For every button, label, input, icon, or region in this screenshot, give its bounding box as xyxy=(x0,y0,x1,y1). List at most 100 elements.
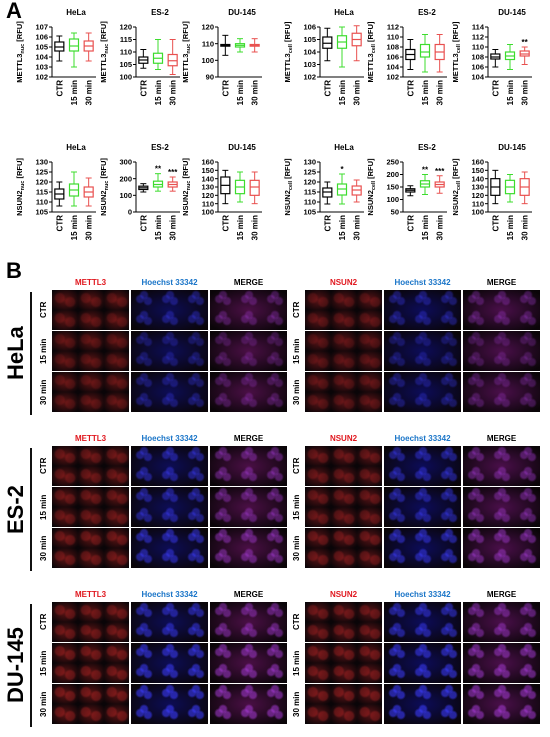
y-tick-label: 102 xyxy=(35,73,48,82)
y-tick-label: 107 xyxy=(35,23,48,32)
micrograph-image xyxy=(384,602,461,642)
y-tick-label: 110 xyxy=(387,33,399,42)
y-axis-label: METTL3cell [RFU] xyxy=(451,21,462,82)
condition-label: 15 min xyxy=(292,650,301,676)
plot-title: DU-145 xyxy=(228,8,256,17)
y-tick-label: 120 xyxy=(303,178,316,187)
condition-label: CTR xyxy=(292,613,301,631)
plot-title: ES-2 xyxy=(418,8,436,17)
x-tick-label: 30 min xyxy=(251,80,260,105)
micrograph-image xyxy=(210,372,287,412)
y-axis-label: METTL3nuc [RFU] xyxy=(181,21,192,83)
y-tick-label: 106 xyxy=(471,63,484,72)
y-tick-label: 104 xyxy=(303,48,316,57)
significance-marker: *** xyxy=(168,168,178,177)
y-tick-label: 100 xyxy=(119,191,132,200)
micrograph-image xyxy=(384,487,461,527)
y-tick-label: 100 xyxy=(471,208,484,217)
y-tick-label: 130 xyxy=(471,183,484,192)
y-tick-label: 300 xyxy=(119,158,132,167)
condition-label: 15 min xyxy=(39,338,48,364)
y-tick-label: 125 xyxy=(303,168,316,177)
condition-label: 30 min xyxy=(39,379,48,405)
y-tick-label: 110 xyxy=(202,199,214,208)
y-tick-label: 125 xyxy=(35,168,48,177)
significance-marker: ** xyxy=(422,166,429,175)
y-tick-label: 100 xyxy=(201,208,214,217)
y-tick-label: 104 xyxy=(386,63,399,72)
micrograph-image xyxy=(52,528,129,568)
y-tick-label: 120 xyxy=(201,23,214,32)
y-tick-label: 110 xyxy=(202,39,214,48)
x-tick-label: 15 min xyxy=(506,80,515,105)
micrograph-image xyxy=(210,446,287,486)
condition-label: CTR xyxy=(292,457,301,475)
x-tick-label: CTR xyxy=(55,80,64,97)
y-tick-label: 115 xyxy=(120,35,132,44)
y-tick-label: 102 xyxy=(386,73,399,82)
significance-marker: *** xyxy=(435,167,445,176)
micrograph-image xyxy=(305,528,382,568)
channel-header: METTL3 xyxy=(74,278,107,287)
box xyxy=(249,179,260,196)
y-tick-label: 112 xyxy=(387,23,399,32)
box-plot-1: ES-2 100 105 110 115 120 METTL3nuc [RFU] CTR 15 … xyxy=(99,8,180,105)
channel-header: MERGE xyxy=(486,278,517,287)
micrograph-image xyxy=(384,331,461,371)
channel-header: MERGE xyxy=(233,590,264,599)
y-tick-label: 150 xyxy=(471,166,484,175)
y-tick-label: 104 xyxy=(35,53,48,62)
box-plot-10: ES-2 50 100 150 200 250 NSUN2cell [RFU] CTR ** 15… xyxy=(366,143,447,240)
x-tick-label: CTR xyxy=(221,215,230,232)
micrograph-image xyxy=(305,372,382,412)
x-tick-label: 30 min xyxy=(251,215,260,240)
y-tick-label: 108 xyxy=(471,53,484,62)
x-tick-label: 15 min xyxy=(236,215,245,240)
micrograph-image xyxy=(463,487,540,527)
y-tick-label: 112 xyxy=(472,33,484,42)
box-plot-2: DU-145 90 100 110 120 METTL3nuc [RFU] CTR 15 mi… xyxy=(181,8,262,105)
channel-header: Hoechst 33342 xyxy=(394,278,451,287)
y-tick-label: 140 xyxy=(201,174,214,183)
channel-header: MERGE xyxy=(233,434,264,443)
y-axis-label: NSUN2nuc [RFU] xyxy=(99,158,110,216)
y-tick-label: 105 xyxy=(303,208,316,217)
cell-line-bracket xyxy=(30,292,32,415)
y-axis-label: NSUN2nuc [RFU] xyxy=(15,158,26,216)
y-tick-label: 90 xyxy=(206,73,214,82)
y-tick-label: 150 xyxy=(201,166,214,175)
micrograph-image xyxy=(131,446,208,486)
plot-title: HeLa xyxy=(66,8,86,17)
micrograph-image xyxy=(463,643,540,683)
y-tick-label: 150 xyxy=(386,183,399,192)
channel-header: MERGE xyxy=(233,278,264,287)
condition-label: CTR xyxy=(292,301,301,319)
plot-title: HeLa xyxy=(66,143,86,152)
x-tick-label: 15 min xyxy=(338,215,347,240)
x-tick-label: CTR xyxy=(139,80,148,97)
y-axis-label: METTL3cell [RFU] xyxy=(283,21,294,82)
micrograph-image xyxy=(305,446,382,486)
micrograph-image xyxy=(52,372,129,412)
significance-marker: ** xyxy=(155,165,162,174)
channel-header: METTL3 xyxy=(74,434,107,443)
x-tick-label: 30 min xyxy=(436,215,445,240)
micrograph-image xyxy=(52,487,129,527)
plot-title: HeLa xyxy=(334,143,354,152)
y-tick-label: 200 xyxy=(119,174,132,183)
micrograph-image xyxy=(463,602,540,642)
y-axis-label: METTL3nuc [RFU] xyxy=(15,21,26,83)
micrograph-image xyxy=(131,372,208,412)
condition-label: 30 min xyxy=(292,691,301,717)
y-tick-label: 102 xyxy=(303,73,316,82)
channel-header: METTL3 xyxy=(74,590,107,599)
channel-header: NSUN2 xyxy=(329,278,358,287)
plot-title: ES-2 xyxy=(418,143,436,152)
y-tick-label: 120 xyxy=(119,23,132,32)
panel-b-letter: B xyxy=(6,258,22,283)
cell-line-label: HeLa xyxy=(3,326,28,381)
micrograph-image xyxy=(131,643,208,683)
